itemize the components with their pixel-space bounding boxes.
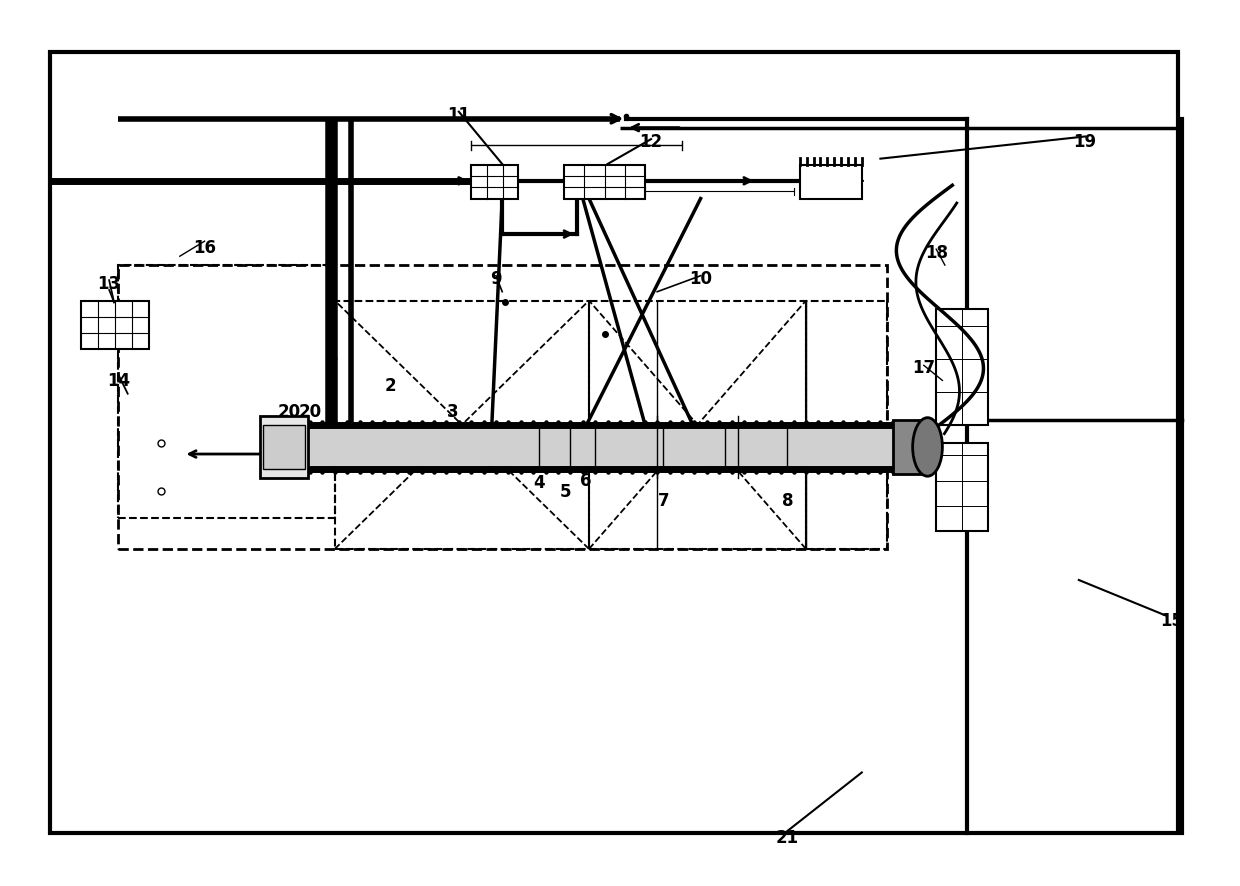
Text: 1: 1 — [326, 346, 339, 363]
Bar — [260, 416, 308, 478]
Text: 9: 9 — [490, 270, 502, 288]
Text: 13: 13 — [98, 275, 120, 292]
Bar — [118, 266, 335, 518]
Text: 19: 19 — [1074, 133, 1096, 151]
Bar — [564, 166, 645, 199]
Bar — [471, 166, 518, 199]
Ellipse shape — [913, 418, 942, 477]
Text: 17: 17 — [913, 359, 935, 377]
Text: 3: 3 — [446, 403, 459, 421]
Text: 4: 4 — [533, 474, 546, 492]
Text: 7: 7 — [657, 492, 670, 509]
Bar — [267, 428, 911, 467]
Bar — [118, 266, 887, 549]
Text: 5: 5 — [559, 483, 572, 501]
Text: 8: 8 — [781, 492, 794, 509]
Bar — [800, 166, 862, 199]
Bar — [589, 301, 806, 549]
Text: 21: 21 — [776, 828, 799, 846]
Text: 20: 20 — [299, 403, 321, 421]
Text: 10: 10 — [689, 270, 712, 288]
Bar — [806, 301, 887, 549]
Text: 11: 11 — [448, 106, 470, 124]
Bar — [50, 53, 1178, 833]
Bar — [936, 443, 988, 532]
Bar — [335, 301, 589, 549]
Text: 16: 16 — [193, 239, 216, 257]
Text: 12: 12 — [640, 133, 662, 151]
Text: 18: 18 — [925, 244, 947, 261]
Bar — [81, 301, 149, 350]
Bar — [893, 421, 928, 474]
Text: 2: 2 — [384, 377, 397, 394]
Bar — [263, 425, 305, 470]
Bar — [936, 310, 988, 425]
Text: 15: 15 — [1161, 611, 1183, 629]
Text: 6: 6 — [579, 471, 591, 489]
Text: 20: 20 — [278, 403, 300, 421]
Text: 14: 14 — [108, 372, 130, 390]
